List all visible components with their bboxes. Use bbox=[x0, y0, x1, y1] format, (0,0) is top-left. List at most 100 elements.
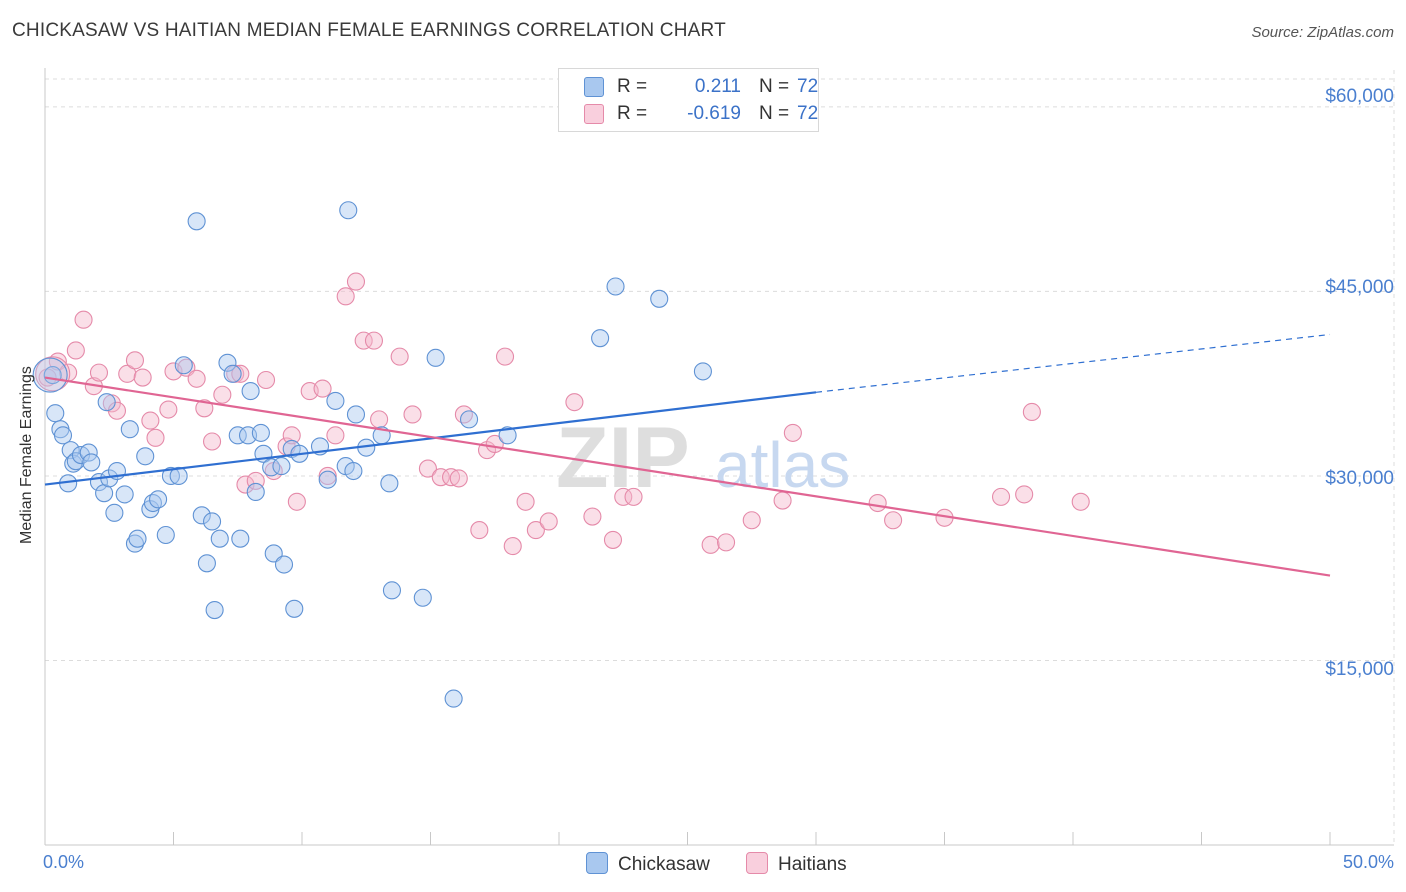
haitians-point bbox=[287, 492, 306, 511]
chart-source: Source: ZipAtlas.com bbox=[1251, 24, 1394, 41]
haitians-point bbox=[783, 423, 802, 442]
chickasaw-point bbox=[380, 474, 399, 493]
chickasaw-points bbox=[32, 201, 712, 708]
haitians-point bbox=[624, 487, 643, 506]
chickasaw-point bbox=[444, 689, 463, 708]
haitians-point bbox=[884, 511, 903, 530]
haitians-point bbox=[35, 356, 71, 392]
chickasaw-point bbox=[105, 503, 124, 522]
haitians-point bbox=[346, 272, 366, 291]
haitians-point bbox=[742, 511, 761, 530]
correlation-stats-box: R = 0.211 N = 72 R = -0.619 N = 72 bbox=[558, 68, 819, 132]
y-axis-title: Median Female Earnings bbox=[18, 366, 35, 544]
chickasaw-point bbox=[241, 382, 260, 401]
n-label: N = bbox=[759, 103, 790, 124]
haitians-trend-line bbox=[44, 376, 1331, 577]
haitians-point bbox=[583, 507, 602, 526]
chickasaw-point bbox=[82, 453, 101, 472]
haitians-point bbox=[125, 351, 144, 370]
haitians-point bbox=[470, 521, 489, 540]
haitians-legend-swatch bbox=[746, 852, 768, 874]
chickasaw-point bbox=[205, 600, 224, 620]
chickasaw-point bbox=[228, 426, 247, 445]
haitians-point bbox=[565, 393, 584, 412]
haitians-point bbox=[614, 487, 633, 506]
haitians-point bbox=[442, 468, 461, 487]
haitians-point bbox=[354, 331, 373, 350]
legend-item-chickasaw[interactable]: Chickasaw bbox=[586, 852, 710, 876]
haitians-point bbox=[503, 537, 522, 556]
chickasaw-point bbox=[125, 534, 144, 553]
chickasaw-point bbox=[231, 529, 250, 548]
haitians-point bbox=[213, 385, 232, 404]
chickasaw-point bbox=[285, 599, 304, 618]
haitians-point bbox=[313, 379, 332, 398]
chickasaw-point bbox=[326, 391, 345, 410]
haitians-point bbox=[1071, 492, 1090, 511]
chickasaw-point bbox=[223, 364, 242, 383]
haitians-point bbox=[159, 400, 178, 419]
legend-label: Haitians bbox=[778, 854, 847, 875]
haitians-point bbox=[187, 369, 206, 388]
r-label: R = bbox=[617, 76, 648, 97]
y-tick-label: $30,000 bbox=[1325, 468, 1394, 489]
haitians-swatch bbox=[584, 104, 604, 124]
chickasaw-point bbox=[156, 525, 175, 545]
haitians-point bbox=[431, 468, 450, 487]
haitians-point bbox=[603, 530, 623, 549]
chickasaw-point bbox=[210, 529, 229, 548]
haitians-point bbox=[203, 432, 222, 451]
chickasaw-point bbox=[346, 405, 366, 424]
haitians-point bbox=[716, 533, 736, 552]
chickasaw-swatch bbox=[584, 77, 604, 97]
haitians-point bbox=[141, 411, 160, 430]
chickasaw-point bbox=[459, 410, 479, 429]
chickasaw-point bbox=[46, 404, 65, 423]
haitians-point bbox=[516, 492, 535, 511]
chickasaw-point bbox=[274, 555, 294, 574]
chickasaw-point bbox=[650, 289, 669, 308]
haitians-point bbox=[133, 368, 152, 387]
r-label: R = bbox=[617, 103, 648, 124]
haitians-point bbox=[146, 428, 165, 447]
n-value: 72 bbox=[797, 76, 819, 97]
chickasaw-point bbox=[197, 554, 216, 573]
haitians-point bbox=[177, 358, 196, 377]
haitians-point bbox=[336, 287, 355, 306]
chickasaw-point bbox=[339, 201, 358, 220]
chickasaw-point bbox=[53, 426, 73, 445]
chickasaw-point bbox=[344, 461, 363, 481]
haitians-point bbox=[195, 399, 214, 418]
chickasaw-point bbox=[498, 426, 517, 445]
y-tick-label: $45,000 bbox=[1325, 277, 1394, 298]
chickasaw-point bbox=[203, 512, 222, 531]
chickasaw-point bbox=[187, 212, 206, 231]
n-label: N = bbox=[759, 76, 790, 97]
chickasaw-point bbox=[591, 329, 610, 348]
haitians-point bbox=[418, 459, 437, 478]
y-tick-label: $15,000 bbox=[1325, 659, 1394, 680]
axes bbox=[44, 68, 1394, 846]
haitians-point bbox=[539, 512, 558, 531]
chickasaw-point bbox=[174, 356, 193, 375]
chickasaw-point bbox=[413, 588, 432, 607]
haitians-point bbox=[454, 405, 473, 424]
chickasaw-point bbox=[136, 447, 155, 466]
x-tick-label-min: 0.0% bbox=[43, 852, 85, 872]
haitians-point bbox=[364, 331, 384, 350]
haitians-point bbox=[991, 487, 1011, 506]
haitians-point bbox=[449, 469, 468, 488]
chart-title: CHICKASAW VS HAITIAN MEDIAN FEMALE EARNI… bbox=[12, 20, 726, 41]
chickasaw-point bbox=[115, 485, 134, 504]
n-value: 72 bbox=[797, 103, 819, 124]
legend-item-haitians[interactable]: Haitians bbox=[746, 852, 847, 876]
haitians-point bbox=[526, 521, 545, 540]
chickasaw-point bbox=[272, 457, 291, 476]
watermark-zip: ZIP bbox=[556, 410, 690, 506]
chickasaw-legend-swatch bbox=[586, 852, 608, 874]
watermark: ZIP atlas bbox=[556, 410, 850, 506]
watermark-atlas: atlas bbox=[715, 429, 850, 501]
y-tick-label: $60,000 bbox=[1325, 86, 1394, 107]
chickasaw-point bbox=[192, 506, 211, 525]
haitians-point bbox=[390, 347, 409, 366]
